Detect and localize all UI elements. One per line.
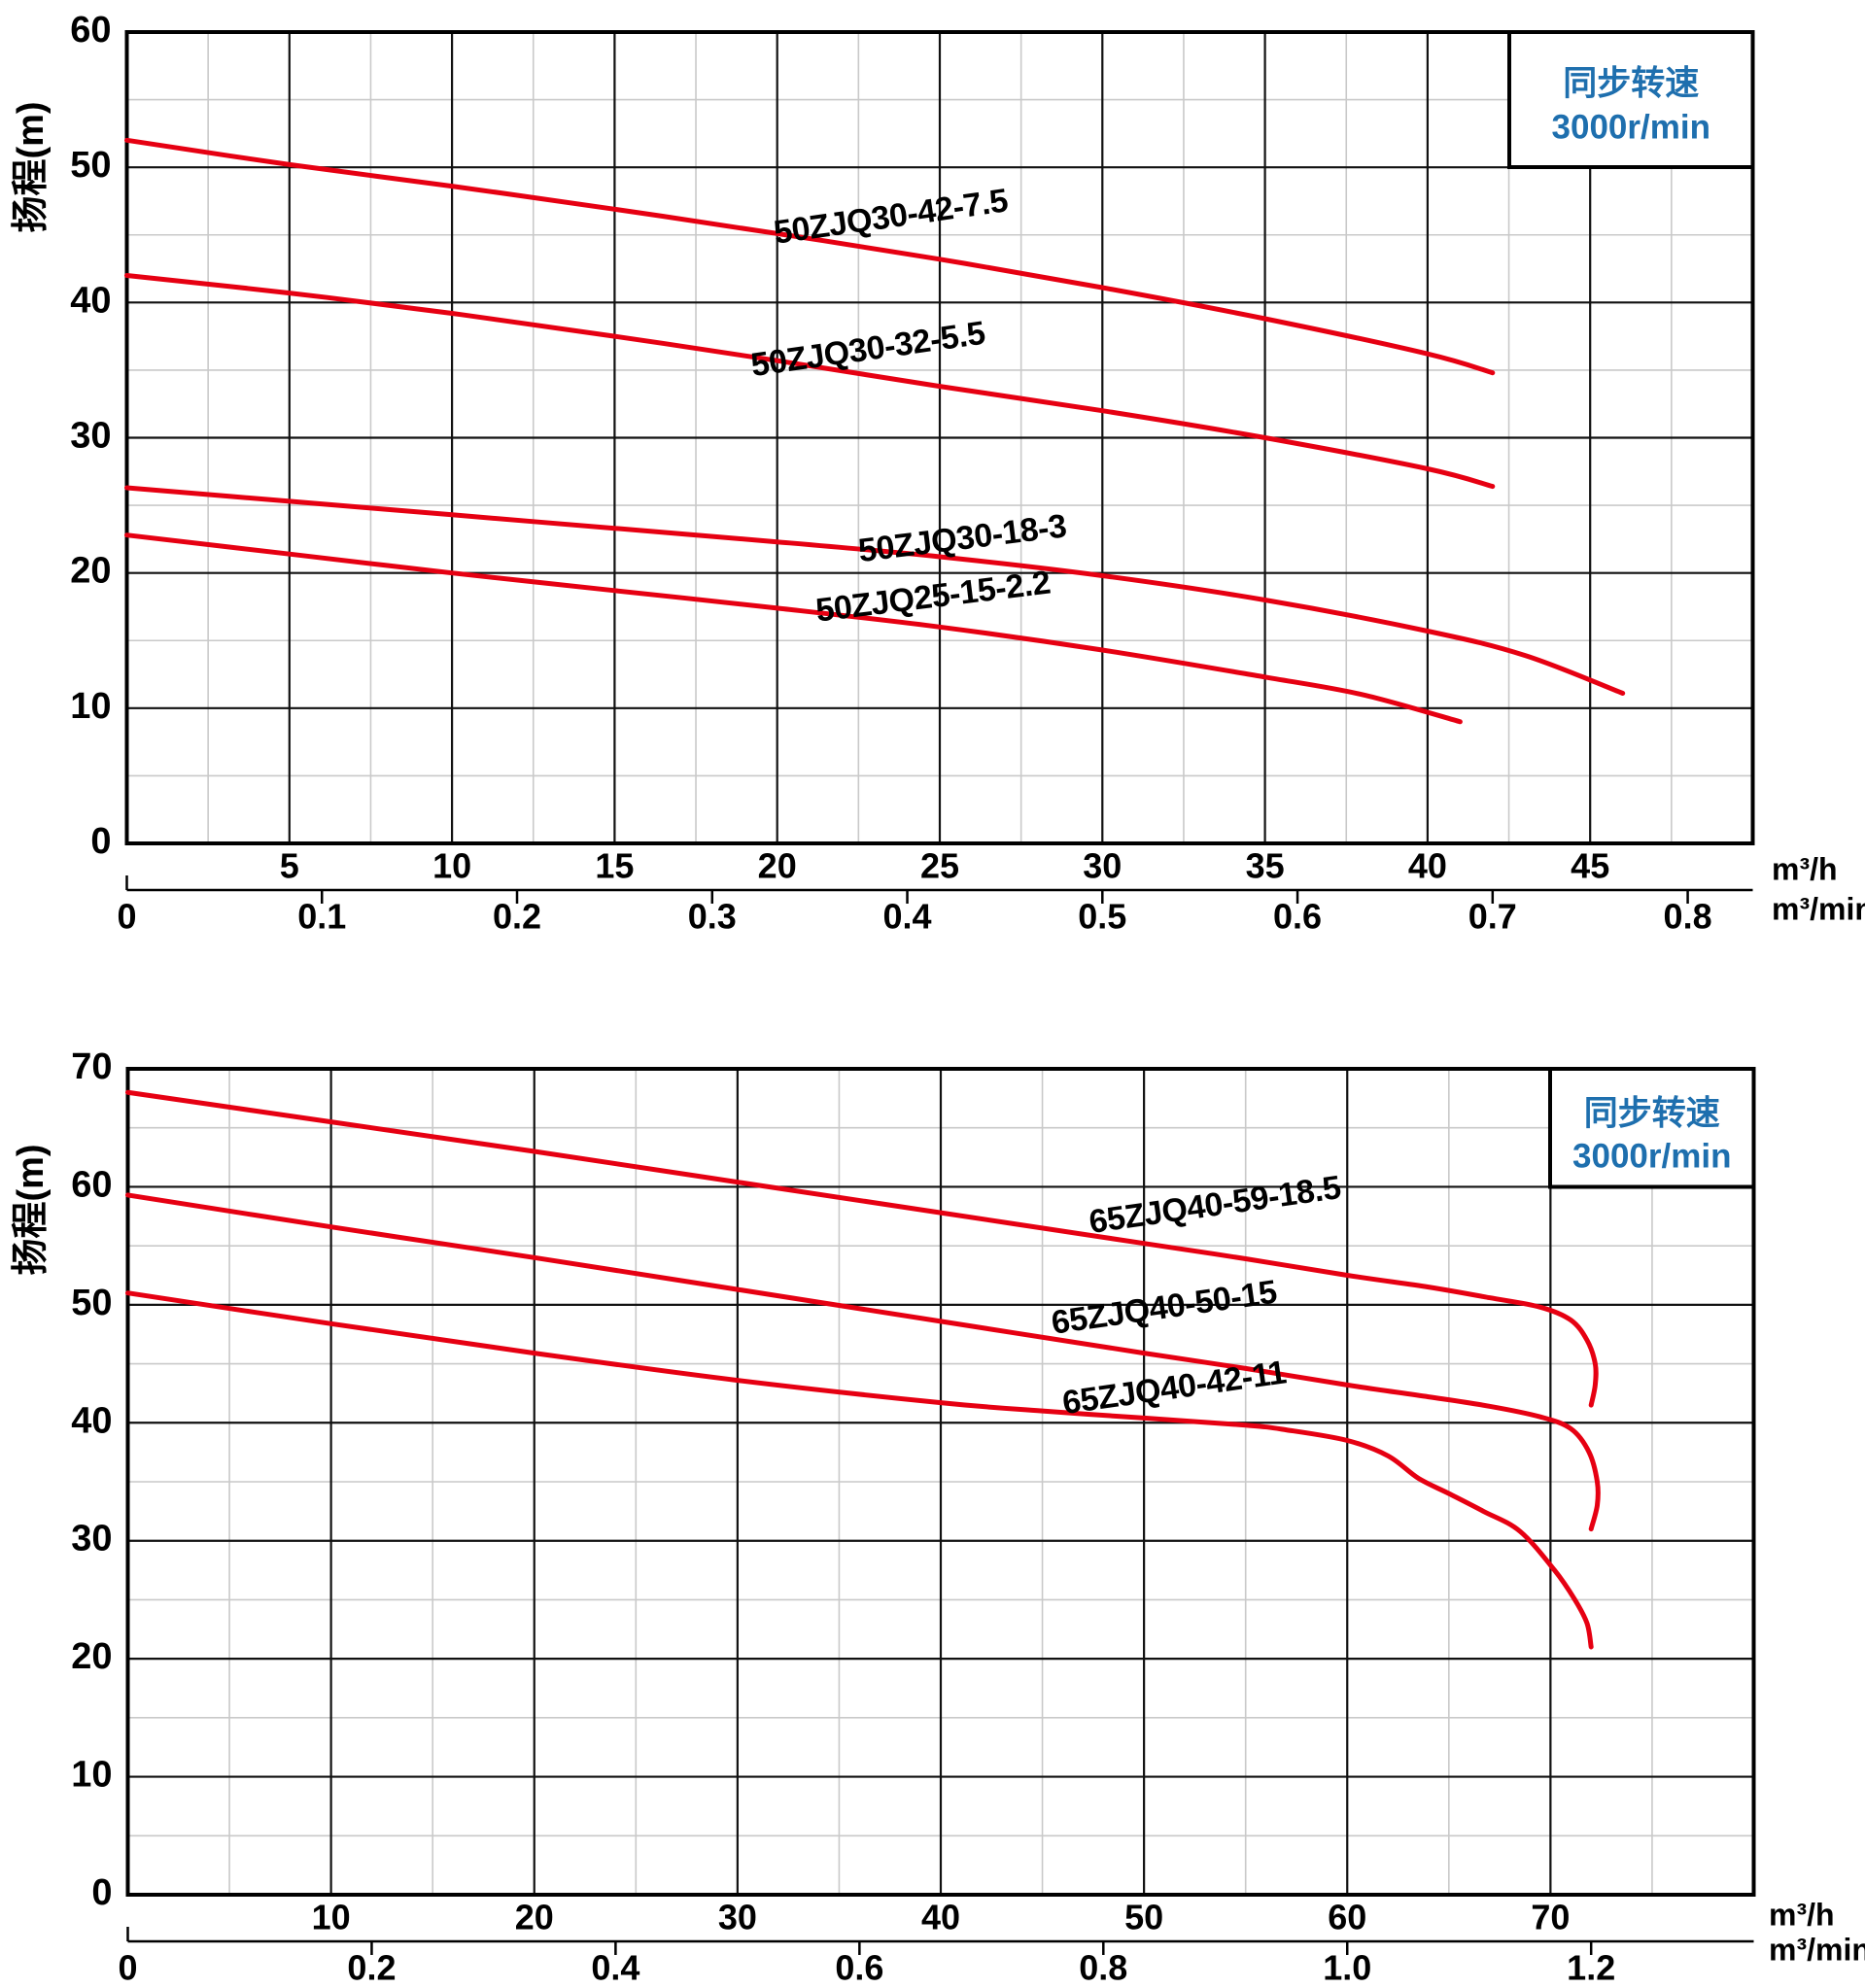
legend-sync-speed-label: 同步转速: [1584, 1094, 1720, 1132]
legend-frame: [1548, 1067, 1756, 1189]
x-tick-label: 35: [1246, 846, 1285, 886]
curves: [125, 1089, 1601, 1650]
y-tick-label: 0: [91, 1872, 112, 1913]
y-tick-label: 70: [71, 1046, 112, 1087]
x-unit-primary-label: m³/h: [1772, 851, 1838, 886]
x-tick-label: 45: [1571, 846, 1609, 886]
chart-bottom-65zjq: 10 20 30 40 50 60 70 0 10 20 30 40 50 60 70 65ZJQ40-59-…: [11, 1046, 1865, 1988]
y-tick-label: 40: [70, 280, 111, 321]
x-unit-primary-label: m³/h: [1769, 1897, 1835, 1932]
x-tick-label: 30: [1083, 846, 1122, 886]
legend-frame: [1507, 30, 1755, 169]
y-tick-label: 0: [90, 821, 111, 862]
curve-50ZJQ30-18-3: [124, 485, 1626, 696]
secondary-tick-label: 0.1: [297, 897, 346, 937]
x-tick-label: 10: [312, 1898, 351, 1937]
x-tick-label: 30: [718, 1898, 757, 1937]
legend-speed-value: 3000r/min: [1552, 108, 1710, 146]
grid: [127, 1069, 1754, 1895]
y-tick-label: 30: [70, 416, 111, 457]
y-tick-label: 50: [70, 145, 111, 186]
secondary-tick-label: 0.2: [347, 1948, 396, 1988]
plot-frame: [124, 30, 1755, 845]
secondary-axis: [125, 875, 1753, 904]
x-tick-label: 15: [595, 846, 634, 886]
secondary-tick-label: 1.0: [1323, 1948, 1371, 1988]
y-tick-label: 60: [70, 10, 111, 51]
secondary-tick-label: 0.8: [1664, 897, 1712, 937]
y-tick-label: 30: [71, 1519, 112, 1560]
secondary-tick-label: 1.2: [1567, 1948, 1615, 1988]
series-label: 50ZJQ30-42-7.5: [772, 182, 1010, 251]
secondary-tick-label: 0.4: [883, 897, 932, 937]
secondary-tick-label: 0.6: [835, 1948, 883, 1988]
legend-box: 同步转速 3000r/min: [1548, 1067, 1756, 1189]
y-tick-label: 20: [70, 551, 111, 592]
y-axis-title: 扬程(m): [11, 101, 52, 232]
legend-box: 同步转速 3000r/min: [1507, 30, 1755, 169]
chart-top-50zjq: 5 10 15 20 25 30 35 40 45 0 10 20 30 40 50 60 50ZJQ30-42…: [11, 10, 1865, 937]
secondary-tick-label: 0.4: [591, 1948, 639, 1988]
series-label: 65ZJQ40-50-15: [1049, 1274, 1279, 1342]
legend-sync-speed-label: 同步转速: [1563, 64, 1699, 102]
y-tick-label: 50: [71, 1283, 112, 1323]
x-unit-secondary-label: m³/min: [1769, 1932, 1865, 1967]
secondary-tick-label: 0: [117, 897, 136, 937]
secondary-tick-label: 0.8: [1079, 1948, 1127, 1988]
curve-65ZJQ40-42-11: [125, 1290, 1594, 1650]
x-tick-label: 70: [1531, 1898, 1570, 1937]
x-tick-label: 25: [920, 846, 959, 886]
curve-50ZJQ25-15-2.2: [124, 532, 1463, 725]
secondary-axis: [126, 1927, 1754, 1955]
secondary-tick-label: 0.5: [1078, 897, 1126, 937]
x-tick-label: 20: [515, 1898, 554, 1937]
curve-50ZJQ30-32-5.5: [124, 273, 1496, 490]
x-tick-label: 5: [280, 846, 299, 886]
x-tick-label: 10: [432, 846, 471, 886]
x-tick-label: 60: [1328, 1898, 1366, 1937]
y-tick-label: 40: [71, 1400, 112, 1441]
x-tick-label: 40: [921, 1898, 960, 1937]
curve-65ZJQ40-59-18.5: [125, 1089, 1599, 1408]
x-tick-label: 50: [1124, 1898, 1163, 1937]
secondary-tick-label: 0: [118, 1948, 137, 1988]
curve-50ZJQ30-42-7.5: [124, 137, 1496, 376]
y-tick-label: 10: [71, 1755, 112, 1796]
plot-frame: [125, 1067, 1756, 1897]
legend-speed-value: 3000r/min: [1572, 1137, 1731, 1175]
y-tick-label: 20: [71, 1636, 112, 1677]
x-tick-label: 40: [1408, 846, 1447, 886]
secondary-tick-label: 0.6: [1273, 897, 1322, 937]
x-unit-secondary-label: m³/min: [1772, 891, 1865, 926]
y-axis-title: 扬程(m): [11, 1144, 52, 1275]
curves: [124, 137, 1626, 725]
secondary-tick-label: 0.2: [493, 897, 541, 937]
secondary-tick-label: 0.3: [688, 897, 737, 937]
series-label: 65ZJQ40-59-18.5: [1087, 1169, 1343, 1241]
x-tick-label: 20: [758, 846, 797, 886]
curve-65ZJQ40-50-15: [125, 1192, 1601, 1532]
y-tick-label: 60: [71, 1164, 112, 1205]
secondary-tick-label: 0.7: [1468, 897, 1517, 937]
y-tick-label: 10: [70, 686, 111, 727]
